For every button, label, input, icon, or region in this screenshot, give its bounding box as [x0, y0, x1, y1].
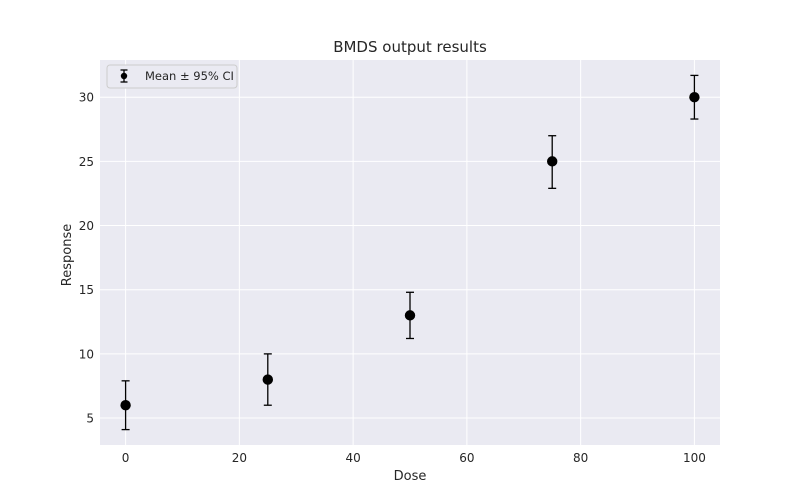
legend: Mean ± 95% CI [106, 64, 238, 89]
y-tick-label: 10 [79, 347, 94, 361]
x-tick-label: 80 [573, 451, 588, 465]
y-tick-label: 15 [79, 283, 94, 297]
chart-title: BMDS output results [333, 38, 487, 56]
legend-entry-label: Mean ± 95% CI [145, 69, 234, 83]
data-point [262, 374, 273, 385]
data-points [120, 92, 700, 411]
y-tick-label: 25 [79, 155, 94, 169]
x-tick-label: 100 [683, 451, 706, 465]
legend-marker-icon [120, 72, 128, 80]
data-point [689, 92, 700, 103]
y-tick-label: 20 [79, 219, 94, 233]
y-tick-labels: 5 10 15 20 25 30 [79, 91, 94, 426]
x-axis-label: Dose [394, 469, 427, 484]
y-axis-label: Response [60, 224, 75, 286]
x-tick-label: 0 [122, 451, 130, 465]
y-tick-label: 30 [79, 91, 94, 105]
data-point [404, 310, 416, 321]
data-point [547, 156, 558, 167]
y-tick-label: 5 [86, 412, 94, 426]
data-point [120, 400, 131, 411]
x-tick-label: 60 [459, 451, 474, 465]
x-tick-labels: 0 20 40 60 80 100 [122, 451, 706, 465]
legend-box [106, 64, 238, 89]
grid-lines [100, 60, 720, 445]
plot-area [100, 60, 720, 445]
x-tick-label: 40 [345, 451, 360, 465]
x-tick-label: 20 [232, 451, 247, 465]
